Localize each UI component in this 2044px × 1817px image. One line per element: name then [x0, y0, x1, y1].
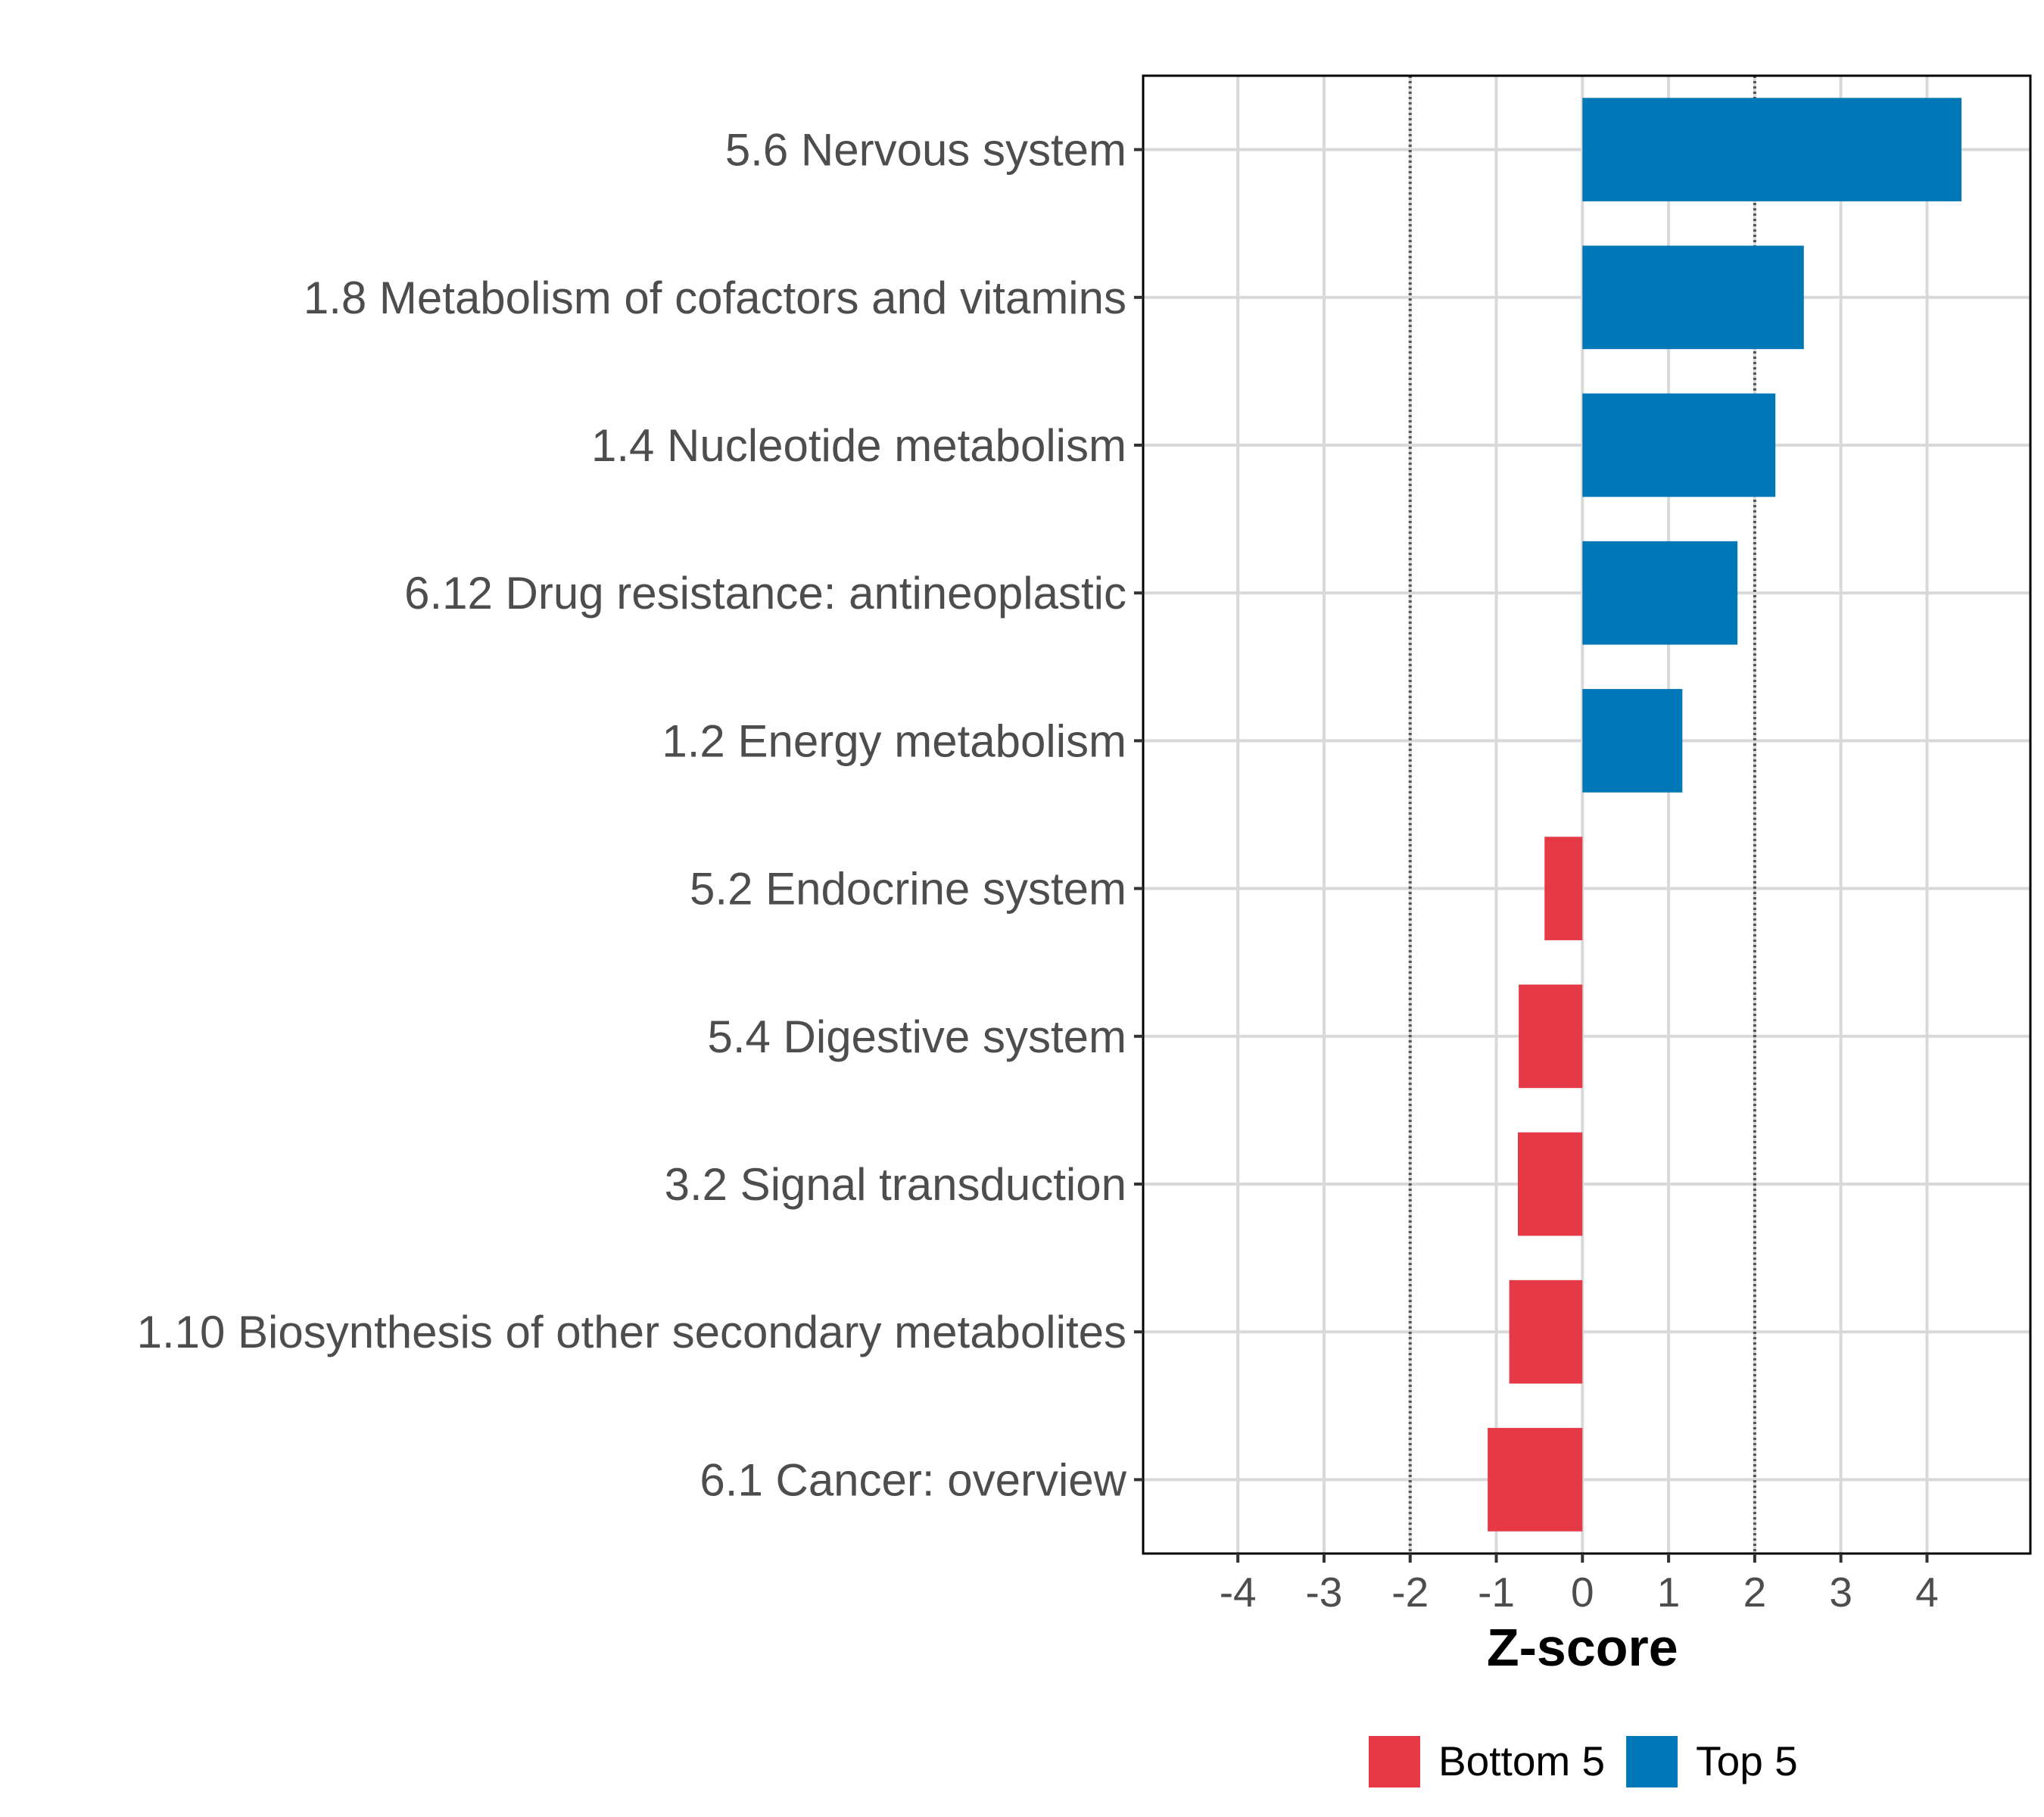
y-axis: 5.6 Nervous system 1.8 Metabolism of cofa…	[137, 125, 1143, 1505]
legend-label: Bottom 5	[1438, 1738, 1605, 1784]
x-axis-title: Z-score	[1487, 1618, 1678, 1677]
x-tick-label: 3	[1829, 1569, 1852, 1616]
bar	[1582, 541, 1738, 645]
x-axis: -4 -3 -2 -1 0 1 2 3 4	[1220, 1554, 1939, 1616]
y-tick-label: 5.4 Digestive system	[707, 1011, 1126, 1062]
legend-swatch	[1369, 1736, 1420, 1787]
y-tick-label: 3.2 Signal transduction	[665, 1159, 1126, 1210]
bar	[1582, 98, 1961, 201]
legend-label: Top 5	[1696, 1738, 1798, 1784]
bars	[1488, 98, 1961, 1532]
y-tick-label: 1.2 Energy metabolism	[662, 715, 1126, 766]
x-tick-label: 4	[1915, 1569, 1939, 1616]
bar	[1582, 689, 1683, 793]
legend-swatch	[1626, 1736, 1678, 1787]
x-tick-label: -4	[1220, 1569, 1257, 1616]
y-tick-label: 6.12 Drug resistance: antineoplastic	[404, 568, 1126, 619]
bar	[1488, 1428, 1583, 1532]
y-tick-label: 6.1 Cancer: overview	[700, 1454, 1126, 1505]
bar	[1519, 984, 1583, 1089]
y-tick-label: 1.8 Metabolism of cofactors and vitamins	[304, 273, 1126, 323]
panel-border	[1142, 74, 2032, 1555]
x-tick-label: -1	[1478, 1569, 1515, 1616]
bar	[1544, 837, 1583, 940]
bar	[1582, 245, 1804, 350]
y-tick-label: 1.10 Biosynthesis of other secondary met…	[137, 1307, 1126, 1357]
y-tick-label: 1.4 Nucleotide metabolism	[591, 420, 1126, 471]
bar	[1582, 393, 1776, 497]
x-tick-label: 1	[1657, 1569, 1681, 1616]
y-tick-label: 5.2 Endocrine system	[690, 864, 1126, 915]
bar	[1517, 1132, 1583, 1236]
x-tick-label: 2	[1743, 1569, 1767, 1616]
x-tick-label: 0	[1571, 1569, 1594, 1616]
legend: Bottom 5 Top 5	[1369, 1736, 1798, 1787]
x-tick-label: -3	[1305, 1569, 1342, 1616]
bar	[1509, 1279, 1583, 1384]
y-tick-label: 5.6 Nervous system	[725, 125, 1126, 176]
reference-lines	[1408, 76, 1756, 1554]
x-tick-label: -2	[1391, 1569, 1429, 1616]
